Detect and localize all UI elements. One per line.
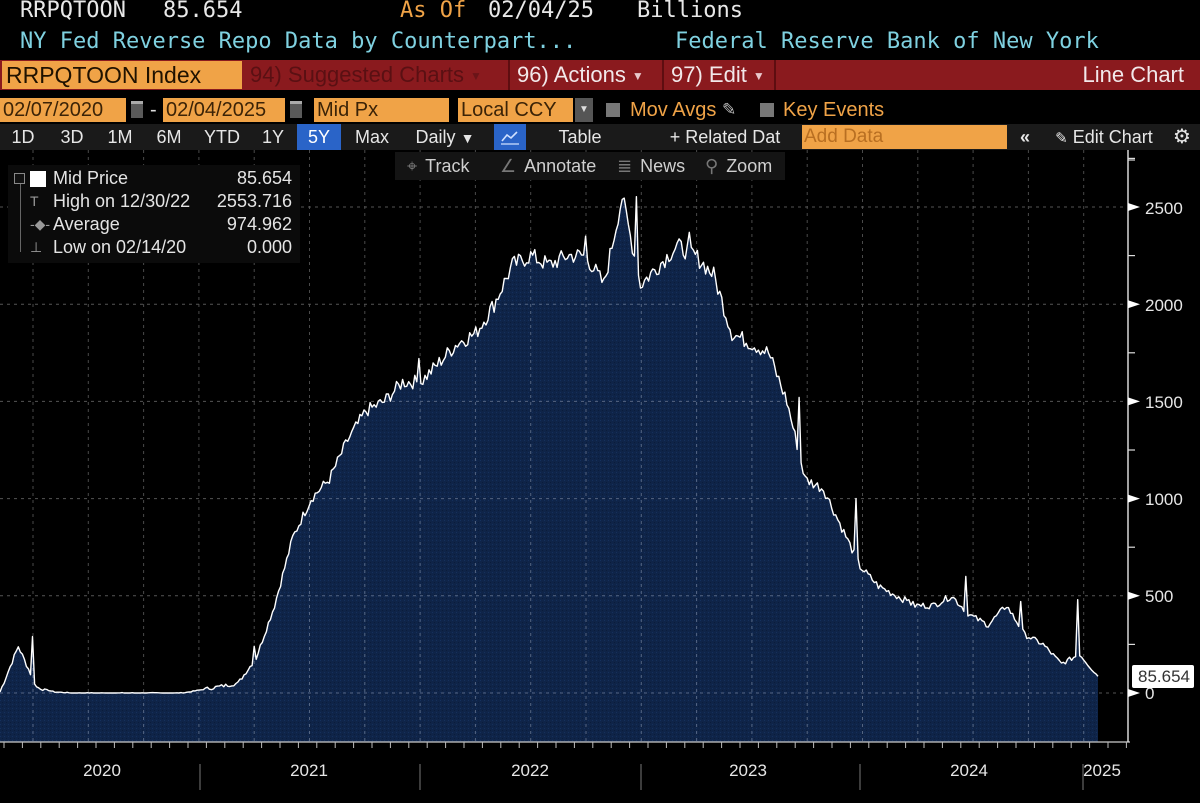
y-tick-2000: 2000 — [1145, 296, 1183, 315]
tab-1m[interactable]: 1M — [107, 127, 133, 147]
chevron-down-icon: ▼ — [752, 69, 765, 84]
mov-avgs-checkbox[interactable] — [606, 103, 620, 117]
tab-1d[interactable]: 1D — [11, 127, 35, 147]
legend-panel: Mid Price 85.654 T High on 12/30/22 2553… — [8, 165, 300, 263]
tab-6m[interactable]: 6M — [156, 127, 182, 147]
actions-menu[interactable]: 96) Actions ▼ — [517, 60, 644, 90]
track-tool[interactable]: ⌖ Track — [407, 156, 470, 176]
currency-select[interactable]: Local CCY — [458, 98, 573, 122]
series-color-swatch — [30, 171, 46, 187]
chevron-down-icon: ▼ — [470, 69, 482, 84]
x-axis-ticks — [3, 742, 1127, 748]
x-tick-2024: 2024 — [950, 761, 988, 780]
start-date-field[interactable]: 02/07/2020 — [0, 98, 126, 122]
frequency-dropdown[interactable]: Daily ▼ — [405, 124, 485, 150]
end-date-field[interactable]: 02/04/2025 — [163, 98, 285, 122]
tab-3d[interactable]: 3D — [60, 127, 84, 147]
pencil-icon: ∠ — [500, 156, 517, 176]
annotate-tool[interactable]: ∠ Annotate — [500, 156, 597, 176]
calendar-icon[interactable] — [290, 101, 302, 118]
collapse-icon[interactable]: « — [1019, 127, 1030, 147]
related-data-button[interactable]: + Related Dat — [669, 127, 781, 147]
x-tick-2025: 2025 — [1083, 761, 1121, 780]
security-field[interactable]: RRPQTOON Index — [2, 61, 242, 89]
gear-icon[interactable]: ⚙ — [1173, 126, 1191, 148]
suggested-charts-menu[interactable]: 94) Suggested Charts ▼ — [250, 60, 482, 90]
horizontal-gridlines — [0, 206, 1127, 694]
frequency-label: Daily — [415, 127, 456, 147]
low-marker-icon: ⊥ — [30, 239, 43, 255]
key-events-label[interactable]: Key Events — [783, 99, 885, 121]
as-of-label: As Of — [400, 0, 467, 23]
legend-series[interactable]: Mid Price 85.654 — [8, 167, 300, 190]
y-tick-0: 0 — [1145, 684, 1155, 703]
options-row: 02/07/2020 - 02/04/2025 Mid Px Local CCY… — [0, 98, 1200, 122]
news-tool[interactable]: ≣ News — [617, 156, 686, 176]
chart-type-label[interactable]: Line Chart — [1082, 62, 1184, 87]
x-tick-2022: 2022 — [511, 761, 549, 780]
data-source: Federal Reserve Bank of New York — [675, 29, 1099, 54]
calendar-icon[interactable] — [131, 101, 143, 118]
divider — [508, 60, 510, 90]
x-tick-2023: 2023 — [729, 761, 767, 780]
tab-5y[interactable]: 5Y — [297, 124, 341, 150]
magnifier-icon: ⚲ — [705, 156, 719, 176]
last-value: 85.654 — [163, 0, 243, 23]
high-marker-icon: T — [30, 193, 39, 209]
y-tick-500: 500 — [1145, 587, 1174, 606]
edit-label: 97) Edit — [671, 62, 747, 87]
tab-max[interactable]: Max — [354, 127, 389, 147]
crosshair-icon: ⌖ — [407, 156, 418, 176]
edit-chart-label: Edit Chart — [1072, 127, 1153, 147]
add-data-input[interactable]: Add Data — [802, 125, 1007, 149]
header-line-1: RRPQTOON 85.654 As Of 02/04/25 Billions — [0, 0, 1200, 26]
x-tick-2020: 2020 — [83, 761, 121, 780]
suggested-charts-label: 94) Suggested Charts — [250, 62, 465, 87]
legend-low: ⊥ Low on 02/14/20 0.000 — [30, 237, 292, 257]
legend-high: T High on 12/30/22 2553.716 — [30, 191, 292, 211]
pencil-icon: ✎ — [1055, 130, 1068, 147]
ticker-symbol: RRPQTOON — [20, 0, 126, 23]
zoom-tool[interactable]: ⚲ Zoom — [705, 156, 773, 176]
chevron-down-icon: ▼ — [631, 69, 644, 84]
line-chart-view-button[interactable] — [494, 124, 526, 150]
horizontal-gridlines-over — [0, 206, 1098, 694]
key-events-checkbox[interactable] — [760, 103, 774, 117]
edit-chart-button[interactable]: ✎ Edit Chart — [1044, 124, 1164, 150]
series-description: NY Fed Reverse Repo Data by Counterpart.… — [20, 29, 577, 54]
table-view-button[interactable]: Table — [558, 127, 602, 147]
chevron-down-icon: ▼ — [460, 130, 475, 146]
tab-ytd[interactable]: YTD — [204, 127, 240, 147]
tab-1y[interactable]: 1Y — [261, 127, 285, 147]
x-tick-2021: 2021 — [290, 761, 328, 780]
range-toolbar: 1D 3D 1M 6M YTD 1Y 5Y Max Daily ▼ Table … — [0, 124, 1200, 150]
mov-avgs-label[interactable]: Mov Avgs — [630, 99, 717, 121]
date-separator: - — [150, 99, 157, 121]
y-tick-1000: 1000 — [1145, 490, 1183, 509]
legend-tree-line — [20, 177, 21, 252]
series-line — [0, 195, 1099, 694]
chevron-down-icon[interactable]: ▼ — [575, 98, 593, 122]
command-bar: RRPQTOON Index 94) Suggested Charts ▼ 96)… — [0, 60, 1200, 90]
field-select[interactable]: Mid Px — [314, 98, 449, 122]
y-tick-2500: 2500 — [1145, 199, 1183, 218]
as-of-date: 02/04/25 — [488, 0, 594, 23]
y-tick-1500: 1500 — [1145, 393, 1183, 412]
edit-menu[interactable]: 97) Edit ▼ — [671, 60, 765, 90]
chart-tools: ⌖ Track ∠ Annotate ≣ News ⚲ Zoom — [395, 152, 785, 180]
divider — [774, 60, 776, 90]
header-line-2: NY Fed Reverse Repo Data by Counterpart.… — [0, 28, 1200, 56]
line-chart-icon — [501, 131, 519, 145]
news-icon: ≣ — [617, 156, 633, 176]
pencil-icon[interactable]: ✎ — [722, 100, 737, 119]
collapse-icon[interactable] — [14, 173, 25, 184]
units-label: Billions — [637, 0, 743, 23]
average-marker-icon: -◆- — [30, 216, 51, 232]
actions-label: 96) Actions — [517, 62, 626, 87]
area-fill — [0, 196, 1098, 742]
y-axis-ticks — [1128, 157, 1140, 697]
divider — [662, 60, 664, 90]
legend-average: -◆- Average 974.962 — [30, 214, 292, 234]
last-value-marker: 85.654 — [1132, 665, 1194, 688]
